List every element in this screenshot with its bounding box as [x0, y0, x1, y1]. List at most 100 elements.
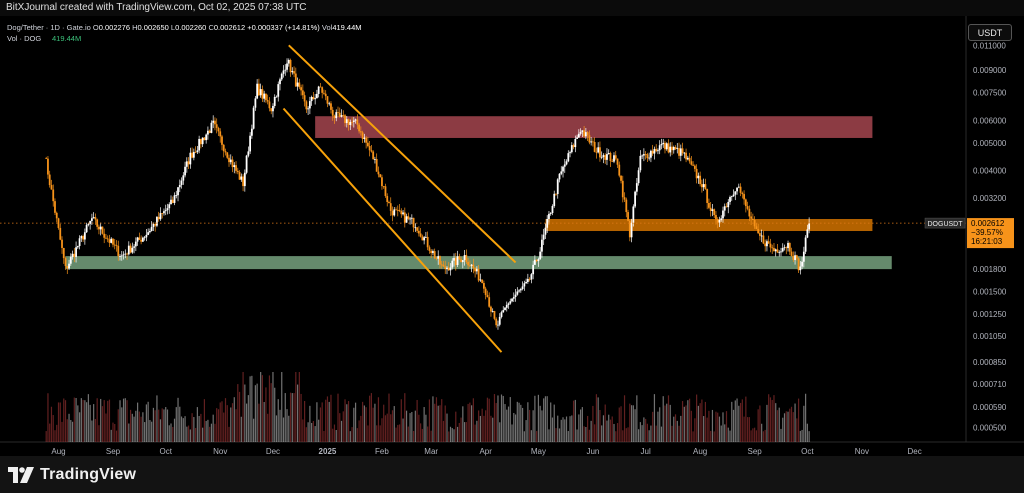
candle-body [744, 199, 747, 207]
volume-bar [223, 412, 225, 442]
volume-bar [400, 399, 402, 442]
candle-body [300, 87, 302, 91]
volume-bar [729, 430, 731, 442]
volume-bar [383, 404, 385, 442]
volume-bar [168, 425, 170, 442]
candle-body [507, 303, 510, 305]
candle-body [757, 229, 760, 234]
volume-bar [469, 402, 471, 442]
candle-body [579, 131, 582, 134]
candle-body [597, 147, 600, 153]
candle-body [808, 223, 811, 230]
volume-bar [708, 410, 710, 442]
volume-bar [117, 409, 119, 442]
volume-bar [597, 397, 599, 442]
candle-body [119, 256, 121, 257]
price-chart[interactable]: 0.011000 0.009000 0.007500 0.006000 0.005000… [0, 16, 1024, 462]
chart-area[interactable]: 0.011000 0.009000 0.007500 0.006000 0.005000… [0, 16, 1024, 462]
volume-bar [140, 416, 142, 442]
volume-bar [235, 409, 237, 442]
candle-body [389, 203, 392, 211]
volume-bar [145, 404, 147, 442]
candle-body [657, 150, 659, 152]
candle-body [460, 259, 462, 263]
candle-body [792, 255, 795, 260]
candle-body [662, 142, 665, 145]
volume-bar [513, 412, 515, 442]
volume-bar [773, 395, 775, 442]
volume-bar [47, 393, 49, 442]
candle-body [739, 186, 742, 193]
volume-bar [500, 394, 503, 442]
candle-body [446, 267, 448, 270]
volume-bar [94, 419, 97, 442]
candle-body [447, 267, 450, 271]
volume-bar [337, 393, 339, 442]
volume-bar [328, 401, 330, 442]
volume-bar [701, 399, 703, 442]
volume-bar [588, 429, 590, 442]
volume-bar [105, 413, 107, 442]
candle-body [150, 226, 153, 232]
candle-body [730, 196, 733, 198]
volume-bar [98, 425, 100, 442]
volume-bar [344, 399, 346, 442]
candle-body [642, 154, 645, 156]
legend-ohlc-line: Dog/Tether · 1D · Gate.io O0.002276 H0.0… [7, 23, 362, 32]
candle-body [463, 255, 466, 261]
chart-legend: Dog/Tether · 1D · Gate.io O0.002276 H0.0… [7, 23, 362, 43]
volume-bar [778, 407, 780, 442]
candle-body [245, 155, 248, 173]
candle-body [83, 232, 86, 240]
volume-bar [339, 413, 341, 442]
volume-bar [792, 412, 794, 442]
volume-bar [558, 428, 561, 442]
candle-body [71, 253, 74, 258]
candle-body [764, 243, 767, 247]
candle-body [514, 294, 517, 298]
candle-body [50, 185, 53, 190]
channel-lower-line [282, 107, 503, 353]
tradingview-logo[interactable]: TradingView [8, 463, 136, 487]
candle-body [787, 242, 789, 249]
candle-body [48, 174, 51, 186]
volume-bar [256, 383, 258, 442]
candle-body [618, 164, 621, 176]
candle-body [161, 213, 164, 214]
currency-button[interactable]: USDT [968, 24, 1012, 41]
candle-body [374, 159, 376, 160]
candle-body [664, 142, 666, 150]
candle-body [403, 212, 406, 223]
volume-bar [293, 393, 295, 442]
volume-bar [551, 417, 554, 442]
volume-bar [801, 429, 803, 442]
volume-bar [725, 411, 728, 442]
volume-bar [539, 405, 541, 442]
volume-bar [613, 423, 615, 442]
volume-bar [363, 405, 365, 442]
volume-bar [230, 407, 232, 442]
candle-body [484, 288, 487, 295]
candle-body [509, 301, 512, 304]
candle-body [725, 206, 728, 208]
volume-bar [186, 426, 188, 442]
candle-body [762, 235, 765, 244]
volume-bar [724, 424, 726, 442]
volume-bar [743, 416, 745, 442]
candle-body [375, 159, 378, 172]
volume-bar [114, 423, 116, 442]
candle-body [405, 216, 408, 223]
volume-bar [360, 415, 362, 442]
volume-bar [270, 383, 272, 442]
volume-bar [485, 410, 487, 442]
candle-body [393, 209, 396, 216]
candle-body [470, 264, 473, 266]
volume-bar [474, 424, 476, 442]
candle-body [523, 283, 526, 287]
volume-bar [652, 411, 654, 442]
candle-body [196, 150, 199, 153]
volume-bar [70, 419, 72, 442]
candle-body [563, 164, 566, 167]
volume-bar [660, 426, 663, 442]
volume-bar [488, 398, 490, 442]
